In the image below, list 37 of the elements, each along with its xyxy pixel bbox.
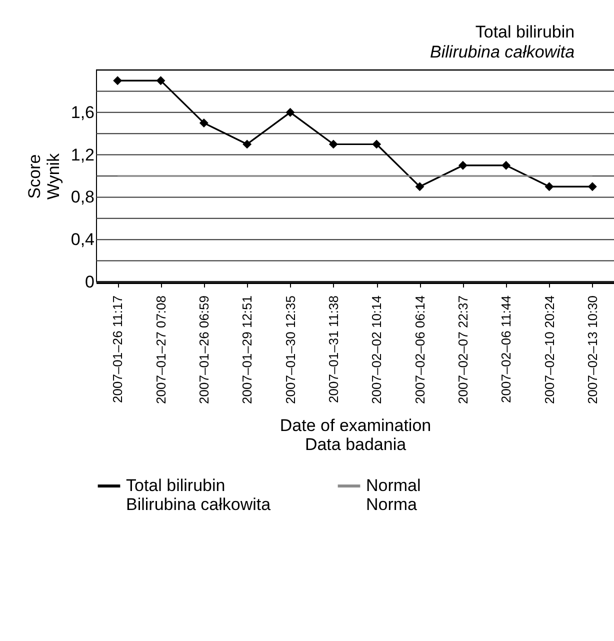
legend-label: Normal Norma — [366, 476, 421, 514]
x-tick-label: 2007–02–13 10:30 — [584, 296, 600, 404]
point — [544, 182, 554, 192]
x-tick-label: 2007–02–07 22:37 — [455, 296, 470, 404]
chart-title: Total bilirubin — [475, 22, 575, 42]
text: Wynik — [44, 153, 63, 200]
x-tick-label: 2007–01–26 06:59 — [196, 296, 212, 404]
x-tick-label: 2007–02–06 11:44 — [498, 296, 514, 403]
point — [242, 140, 252, 149]
point — [458, 160, 468, 170]
point — [199, 118, 208, 128]
x-tick-label: 2007–02–10 20:24 — [542, 296, 557, 404]
x-tick-label: 2007–01–30 12:35 — [282, 296, 298, 404]
text: Score — [24, 154, 44, 199]
x-tick-label: 2007–01–26 11:17 — [110, 296, 126, 403]
point — [286, 108, 295, 117]
x-tick-label: 2007–01–31 11:38 — [326, 296, 341, 403]
legend-label: Total bilirubin Bilirubina całkowita — [126, 476, 272, 514]
chart-subtitle: Bilirubina całkowita — [430, 42, 575, 62]
point — [113, 76, 122, 86]
y-tick-label: 1,2 — [70, 145, 94, 164]
point — [156, 76, 166, 86]
point — [415, 182, 424, 192]
y-tick-label: 0 — [85, 272, 94, 292]
y-tick-label: 0,4 — [70, 230, 94, 250]
y-tick-label: 1,6 — [70, 102, 94, 122]
point — [502, 160, 511, 170]
x-tick-label: 2007–01–29 12:51 — [240, 296, 255, 404]
point — [588, 182, 597, 192]
point — [328, 140, 338, 149]
y-tick-label: 0,8 — [70, 188, 94, 207]
point — [372, 140, 382, 149]
x-tick-label: 2007–01–27 07:08 — [153, 296, 168, 404]
x-tick-label: 2007–02–02 10:14 — [369, 296, 384, 404]
text: Data badania — [304, 434, 406, 454]
text: Date of examination — [280, 416, 432, 435]
x-tick-label: 2007–02–06 06:14 — [412, 296, 428, 404]
